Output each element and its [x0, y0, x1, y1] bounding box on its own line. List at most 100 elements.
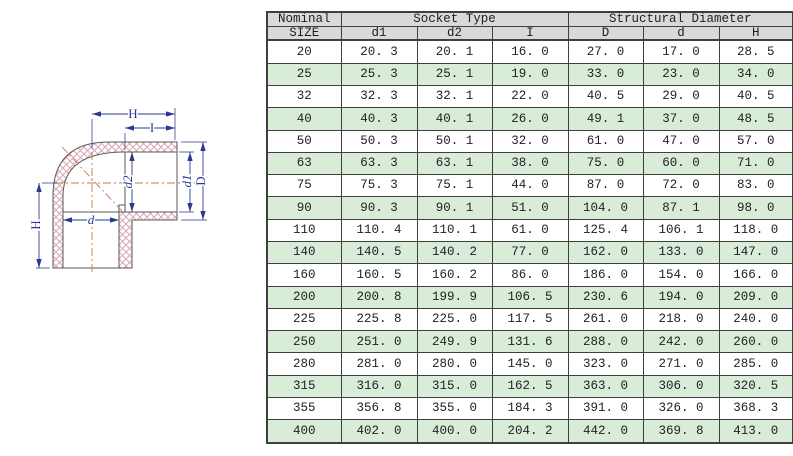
- cell-i: 77. 0: [491, 240, 569, 265]
- cell-d1: 200. 8: [340, 285, 418, 309]
- cell-d2: 63. 1: [416, 151, 493, 176]
- cell-i: 117. 5: [491, 307, 569, 332]
- header-nominal: Nominal: [266, 11, 342, 27]
- cell-D: 261. 0: [567, 307, 644, 332]
- cell-i: 61. 0: [491, 218, 569, 242]
- cell-H: 83. 0: [718, 174, 793, 198]
- cell-H: 260. 0: [718, 330, 793, 354]
- cell-d2: 20. 1: [416, 39, 493, 64]
- cell-d: 72. 0: [642, 174, 720, 198]
- label-D: D: [193, 176, 208, 185]
- cell-d2: 75. 1: [416, 174, 493, 198]
- cell-d1: 251. 0: [340, 330, 418, 354]
- cell-size: 90: [266, 196, 342, 220]
- cell-d2: 160. 2: [416, 263, 493, 287]
- cell-i: 51. 0: [491, 196, 569, 220]
- cell-size: 400: [266, 419, 342, 444]
- cell-D: 40. 5: [567, 84, 644, 109]
- cell-d1: 20. 3: [340, 39, 418, 64]
- cell-size: 63: [266, 151, 342, 176]
- label-d1: d1: [179, 175, 194, 188]
- cell-D: 87. 0: [567, 174, 644, 198]
- cell-D: 442. 0: [567, 419, 644, 444]
- cell-d: 60. 0: [642, 151, 720, 176]
- table-row: 40 40. 3 40. 1 26. 0 49. 1 37. 0 48. 5: [266, 107, 793, 131]
- cell-size: 250: [266, 330, 342, 354]
- table-row: 25 25. 3 25. 1 19. 0 33. 0 23. 0 34. 0: [266, 62, 793, 86]
- cell-d: 369. 8: [642, 419, 720, 444]
- cell-i: 38. 0: [491, 151, 569, 176]
- cell-H: 28. 5: [718, 39, 793, 64]
- cell-size: 160: [266, 263, 342, 287]
- cell-d: 37. 0: [642, 107, 720, 131]
- table-row: 315 316. 0 315. 0 162. 5 363. 0 306. 0 3…: [266, 374, 793, 399]
- header-group-row: Nominal Socket Type Structural Diameter: [266, 11, 793, 27]
- cell-d: 133. 0: [642, 240, 720, 265]
- header-H: H: [718, 25, 793, 41]
- cell-d1: 25. 3: [340, 62, 418, 86]
- header-structural-diameter: Structural Diameter: [567, 11, 793, 27]
- cell-H: 34. 0: [718, 62, 793, 86]
- cell-i: 22. 0: [491, 84, 569, 109]
- table-row: 63 63. 3 63. 1 38. 0 75. 0 60. 0 71. 0: [266, 151, 793, 176]
- cell-size: 32: [266, 84, 342, 109]
- table-row: 355 356. 8 355. 0 184. 3 391. 0 326. 0 3…: [266, 397, 793, 421]
- table-header: Nominal Socket Type Structural Diameter …: [266, 11, 793, 41]
- cell-H: 147. 0: [718, 240, 793, 265]
- cell-H: 71. 0: [718, 151, 793, 176]
- cell-D: 27. 0: [567, 39, 644, 64]
- table-row: 50 50. 3 50. 1 32. 0 61. 0 47. 0 57. 0: [266, 129, 793, 153]
- header-d1: d1: [340, 25, 418, 41]
- cell-size: 40: [266, 107, 342, 131]
- cell-D: 230. 6: [567, 285, 644, 309]
- cell-size: 110: [266, 218, 342, 242]
- cell-d1: 160. 5: [340, 263, 418, 287]
- table-row: 250 251. 0 249. 9 131. 6 288. 0 242. 0 2…: [266, 330, 793, 354]
- cell-d1: 32. 3: [340, 84, 418, 109]
- extension-lines: [36, 108, 207, 269]
- cell-D: 391. 0: [567, 397, 644, 421]
- cell-i: 145. 0: [491, 352, 569, 376]
- elbow-body: [52, 141, 178, 269]
- cell-d: 194. 0: [642, 285, 720, 309]
- cell-size: 25: [266, 62, 342, 86]
- cell-i: 86. 0: [491, 263, 569, 287]
- cell-d: 326. 0: [642, 397, 720, 421]
- table-row: 280 281. 0 280. 0 145. 0 323. 0 271. 0 2…: [266, 352, 793, 376]
- cell-d: 23. 0: [642, 62, 720, 86]
- cell-d2: 249. 9: [416, 330, 493, 354]
- cell-size: 280: [266, 352, 342, 376]
- cell-H: 240. 0: [718, 307, 793, 332]
- cell-i: 19. 0: [491, 62, 569, 86]
- table-row: 200 200. 8 199. 9 106. 5 230. 6 194. 0 2…: [266, 285, 793, 309]
- cell-H: 98. 0: [718, 196, 793, 220]
- cell-D: 49. 1: [567, 107, 644, 131]
- cell-D: 323. 0: [567, 352, 644, 376]
- cell-i: 32. 0: [491, 129, 569, 153]
- cell-H: 40. 5: [718, 84, 793, 109]
- cell-D: 363. 0: [567, 374, 644, 399]
- cell-D: 61. 0: [567, 129, 644, 153]
- cell-H: 368. 3: [718, 397, 793, 421]
- cell-i: 162. 5: [491, 374, 569, 399]
- cell-size: 200: [266, 285, 342, 309]
- cell-d2: 400. 0: [416, 419, 493, 444]
- table-row: 32 32. 3 32. 1 22. 0 40. 5 29. 0 40. 5: [266, 84, 793, 109]
- header-d2: d2: [416, 25, 493, 41]
- cell-d: 271. 0: [642, 352, 720, 376]
- cell-d: 242. 0: [642, 330, 720, 354]
- table-row: 75 75. 3 75. 1 44. 0 87. 0 72. 0 83. 0: [266, 174, 793, 198]
- cell-H: 166. 0: [718, 263, 793, 287]
- cell-D: 104. 0: [567, 196, 644, 220]
- cell-d: 154. 0: [642, 263, 720, 287]
- dimension-table-container: Nominal Socket Type Structural Diameter …: [266, 11, 793, 444]
- cell-d2: 110. 1: [416, 218, 493, 242]
- cell-d1: 316. 0: [340, 374, 418, 399]
- cell-d2: 225. 0: [416, 307, 493, 332]
- table-row: 90 90. 3 90. 1 51. 0 104. 0 87. 1 98. 0: [266, 196, 793, 220]
- label-i: I: [150, 120, 154, 135]
- cell-size: 355: [266, 397, 342, 421]
- header-d: d: [642, 25, 720, 41]
- cell-d: 29. 0: [642, 84, 720, 109]
